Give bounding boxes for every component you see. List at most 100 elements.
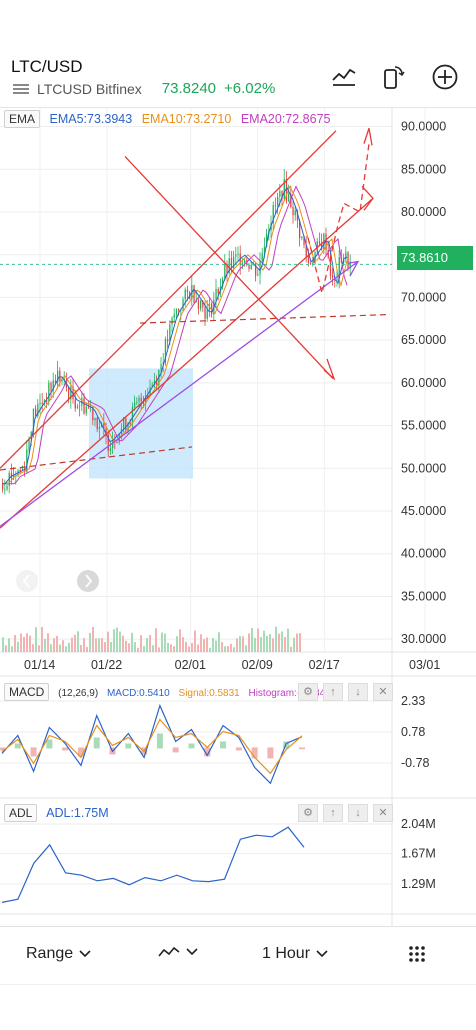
- volume-bar: [170, 644, 172, 652]
- scroll-right-icon[interactable]: [77, 570, 99, 592]
- volume-bar: [263, 630, 265, 652]
- candle-body: [6, 485, 8, 490]
- candle-body: [263, 246, 266, 254]
- candle-body: [76, 406, 79, 409]
- volume-bar: [62, 640, 64, 652]
- candle-body: [274, 205, 277, 207]
- histogram-bar: [172, 747, 179, 753]
- adl-move-up-icon[interactable]: ↑: [323, 804, 343, 822]
- volume-bar: [134, 642, 136, 652]
- volume-bar: [128, 643, 130, 652]
- volume-bar: [164, 633, 166, 652]
- adl-move-down-icon[interactable]: ↓: [348, 804, 368, 822]
- macd-settings-icon[interactable]: ⚙: [298, 683, 318, 701]
- volume-bar: [233, 647, 235, 652]
- chevron-down-icon: [79, 950, 91, 958]
- adl-close-icon[interactable]: ✕: [373, 804, 393, 822]
- range-label: Range: [26, 945, 74, 962]
- volume-bar: [158, 647, 160, 652]
- candle-body: [233, 256, 235, 268]
- volume-bar: [260, 637, 262, 652]
- macd-move-down-icon[interactable]: ↓: [348, 683, 368, 701]
- candle-body: [272, 205, 274, 224]
- histogram-bar: [267, 747, 274, 759]
- adl-settings-icon[interactable]: ⚙: [298, 804, 318, 822]
- candle-body: [173, 314, 175, 319]
- more-menu-button[interactable]: [408, 945, 426, 963]
- candle-body: [48, 382, 50, 402]
- chart-type-button[interactable]: [158, 945, 198, 959]
- macd-tag[interactable]: MACD: [4, 683, 50, 701]
- channel-upper-line: [0, 130, 337, 469]
- chart-area[interactable]: 30.0000 35.0000 40.0000 45.0000 50.0000 55.00…: [0, 108, 476, 928]
- histogram-bar: [220, 741, 227, 749]
- candle-body: [164, 338, 167, 363]
- candle-body: [277, 196, 279, 206]
- range-button[interactable]: Range: [26, 945, 91, 963]
- volume-bar: [167, 642, 169, 652]
- adl-value: ADL:1.75M: [46, 806, 109, 820]
- candle-body: [215, 288, 217, 300]
- candle-body: [241, 262, 244, 265]
- volume-bar: [224, 646, 226, 652]
- candle-body: [310, 262, 312, 264]
- volume-bar: [89, 633, 91, 652]
- macd-move-up-icon[interactable]: ↑: [323, 683, 343, 701]
- y-tick-label: 60.0000: [401, 376, 446, 390]
- candle-body: [24, 468, 26, 473]
- volume-bar: [98, 638, 100, 652]
- candle-body: [347, 252, 349, 269]
- rotate-icon[interactable]: [378, 62, 408, 92]
- volume-bar: [92, 626, 94, 652]
- y-tick-label: 55.0000: [401, 419, 446, 433]
- histogram-bar: [204, 747, 211, 757]
- cross-line: [124, 156, 334, 380]
- volume-bar: [23, 637, 25, 652]
- volume-bar: [113, 629, 115, 652]
- adl-tag[interactable]: ADL: [4, 804, 38, 822]
- indicator-icon[interactable]: [329, 62, 359, 92]
- candle-body: [87, 406, 90, 408]
- candle-body: [156, 380, 158, 385]
- chevron-right-icon: [85, 574, 93, 588]
- candle-body: [136, 401, 138, 403]
- candle-body: [61, 380, 63, 382]
- candle-body: [21, 468, 24, 471]
- candle-body: [226, 263, 228, 273]
- volume-bar: [191, 642, 193, 652]
- support-dashed-line: [139, 313, 391, 324]
- candle-body: [32, 408, 35, 433]
- chart-svg[interactable]: 30.0000 35.0000 40.0000 45.0000 50.0000 55.00…: [0, 108, 476, 928]
- x-tick-label: 02/17: [309, 658, 340, 672]
- signal-line: [1, 718, 303, 775]
- volume-bar: [248, 633, 250, 652]
- candle-body: [178, 309, 180, 311]
- signal-value: Signal:0.5831: [178, 688, 240, 699]
- ema-tag[interactable]: EMA: [4, 110, 41, 128]
- candle-body: [222, 279, 224, 287]
- histogram-bar: [62, 747, 69, 751]
- interval-button[interactable]: 1 Hour: [262, 945, 328, 963]
- arrow-head: [323, 358, 336, 381]
- candle-body: [255, 263, 257, 276]
- ema20-line: [2, 185, 348, 485]
- volume-bar: [242, 636, 244, 652]
- add-compare-icon[interactable]: [430, 62, 460, 92]
- candle-body: [85, 406, 87, 414]
- volume-bar: [287, 628, 289, 652]
- candle-body: [329, 257, 332, 276]
- candle-body: [116, 441, 118, 443]
- volume-bar: [188, 646, 190, 652]
- candle-body: [281, 191, 283, 200]
- macd-close-icon[interactable]: ✕: [373, 683, 393, 701]
- histogram-bar: [46, 739, 53, 749]
- candle-body: [285, 179, 288, 201]
- y-tick-label: 35.0000: [401, 589, 446, 603]
- scroll-left-icon[interactable]: [16, 570, 38, 592]
- candle-body: [140, 397, 142, 401]
- candle-body: [35, 408, 37, 417]
- y-tick-label: 65.0000: [401, 333, 446, 347]
- symbol-title[interactable]: LTC/USD: [11, 57, 83, 76]
- volume-bar: [137, 647, 139, 652]
- candle-body: [70, 386, 72, 400]
